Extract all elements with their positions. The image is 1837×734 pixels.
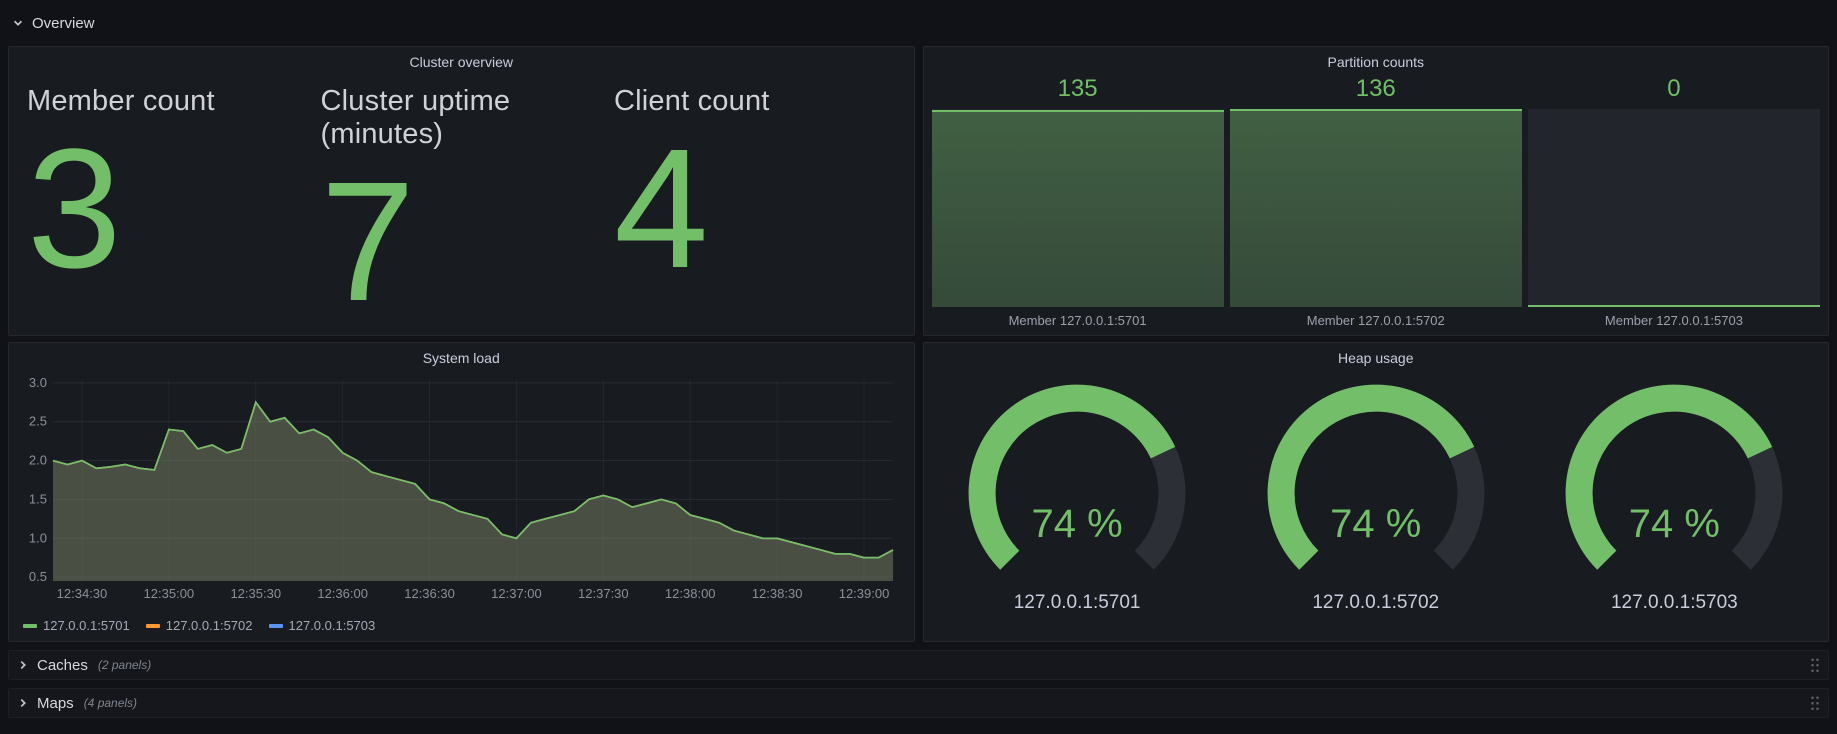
chevron-down-icon [13,20,23,26]
svg-text:12:35:00: 12:35:00 [144,586,195,601]
bar-label: Member 127.0.0.1:5703 [1604,313,1743,328]
row-caches-header[interactable]: Caches (2 panels) [8,650,1829,680]
bar-fill [1527,305,1821,307]
system-load-chart: 0.5 1.0 1.5 2.0 2.5 3.0 12:34:30 12:35:00 12:35:… [9,371,914,616]
legend-label: 127.0.0.1:5701 [43,618,130,633]
svg-text:12:38:30: 12:38:30 [752,586,803,601]
gauge-arc [1267,384,1485,570]
row-maps-header[interactable]: Maps (4 panels) [8,688,1829,718]
gauge-value: 74 % [1628,502,1720,546]
svg-text:12:34:30: 12:34:30 [57,586,108,601]
time-series-plot[interactable]: 0.5 1.0 1.5 2.0 2.5 3.0 12:34:30 12:35:00 12:35:… [19,371,903,611]
stat-label: Client count [614,85,770,117]
svg-text:12:36:30: 12:36:30 [404,586,455,601]
svg-text:12:37:30: 12:37:30 [578,586,629,601]
bar-gauge-member-5701: 135 Member 127.0.0.1:5701 [931,75,1224,335]
legend-label: 127.0.0.1:5703 [288,618,376,633]
panel-row-2: System load 0.5 1.0 1.5 2.0 2.5 3.0 12:34:30 12… [8,342,1829,642]
svg-text:12:35:30: 12:35:30 [230,586,281,601]
panel-title-cluster-overview[interactable]: Cluster overview [409,54,513,70]
svg-text:12:37:00: 12:37:00 [491,586,542,601]
chevron-right-icon [20,660,26,670]
panel-cluster-overview: Cluster overview Member count 3 Cluster … [8,46,915,336]
gauge-value: 74 % [1330,502,1422,546]
stat-client-count: Client count 4 [608,75,902,332]
heap-gauges: 74 % 127.0.0.1:5701 74 % 127.0.0.1:5702 … [924,371,1829,614]
gauge-arc [968,384,1186,570]
bar-value: 136 [1355,75,1396,102]
gauge-value: 74 % [1031,502,1123,546]
legend-swatch [23,623,37,628]
svg-text:12:38:00: 12:38:00 [665,586,716,601]
bar-label: Member 127.0.0.1:5702 [1306,313,1445,328]
legend-swatch [268,623,283,628]
gauge-arc [1565,384,1783,570]
cluster-stats: Member count 3 Cluster uptime (minutes) … [9,75,914,332]
partition-bar-gauges: 135 Member 127.0.0.1:5701 136 Member 127… [924,75,1829,335]
bar-track [931,109,1224,307]
svg-text:12:36:00: 12:36:00 [317,586,368,601]
svg-text:2.5: 2.5 [29,414,47,429]
stat-value: 3 [27,114,122,304]
stat-value: 7 [320,147,416,336]
row-overview-title: Overview [32,14,95,32]
row-maps-panel-count: (4 panels) [83,696,138,710]
panel-row-1: Cluster overview Member count 3 Cluster … [8,46,1829,336]
chevron-right-icon [20,698,26,708]
bar-fill [1229,109,1522,307]
stat-label: Cluster uptime (minutes) [320,85,511,150]
panel-partition-counts: Partition counts 135 Member 127.0.0.1:57… [922,46,1829,336]
row-maps-title: Maps [37,694,74,712]
svg-text:0.5: 0.5 [29,569,47,584]
svg-text:1.0: 1.0 [29,530,47,545]
row-overview-header[interactable]: Overview [8,6,1829,40]
panel-title-heap-usage[interactable]: Heap usage [1337,350,1414,366]
gauge-label: 127.0.0.1:5702 [1312,592,1440,613]
stat-cluster-uptime: Cluster uptime (minutes) 7 [315,75,609,332]
panel-system-load: System load 0.5 1.0 1.5 2.0 2.5 3.0 12:34:30 12… [8,342,915,642]
bar-value: 135 [1057,75,1098,102]
bar-fill [931,110,1224,307]
row-caches-title: Caches [37,656,88,674]
bar-value: 0 [1667,75,1681,102]
gauge-member-5703: 74 % 127.0.0.1:5703 [1529,383,1819,614]
bar-label: Member 127.0.0.1:5701 [1008,313,1147,328]
chart-legend: 127.0.0.1:5701 127.0.0.1:5702 127.0.0.1:57… [9,616,914,633]
legend-swatch [145,623,160,628]
panel-heap-usage: Heap usage 74 % 127.0.0.1:5701 74 % 127.… [922,342,1829,642]
legend-item[interactable]: 127.0.0.1:5702 [145,618,253,633]
svg-text:1.5: 1.5 [29,491,47,506]
bar-gauge-member-5702: 136 Member 127.0.0.1:5702 [1229,75,1522,335]
gauge-label: 127.0.0.1:5703 [1610,592,1738,613]
drag-handle-icon[interactable] [1810,695,1820,711]
stat-value: 4 [614,114,709,304]
stat-member-count: Member count 3 [21,75,315,332]
gauge-member-5702: 74 % 127.0.0.1:5702 [1231,383,1521,614]
gauge-label: 127.0.0.1:5701 [1013,592,1141,613]
drag-handle-icon[interactable] [1810,657,1820,673]
legend-item[interactable]: 127.0.0.1:5703 [268,618,376,633]
bar-track [1527,109,1821,307]
panel-title-partition-counts[interactable]: Partition counts [1327,54,1425,70]
row-caches-panel-count: (2 panels) [97,658,152,672]
svg-text:3.0: 3.0 [29,375,47,390]
panel-title-system-load[interactable]: System load [422,350,500,366]
svg-text:12:39:00: 12:39:00 [839,586,890,601]
bar-track [1229,109,1522,307]
bar-gauge-member-5703: 0 Member 127.0.0.1:5703 [1527,75,1821,335]
legend-item[interactable]: 127.0.0.1:5701 [23,618,130,633]
gauge-member-5701: 74 % 127.0.0.1:5701 [932,383,1222,614]
svg-text:2.0: 2.0 [29,453,47,468]
stat-label: Member count [27,85,215,117]
legend-label: 127.0.0.1:5702 [165,618,253,633]
